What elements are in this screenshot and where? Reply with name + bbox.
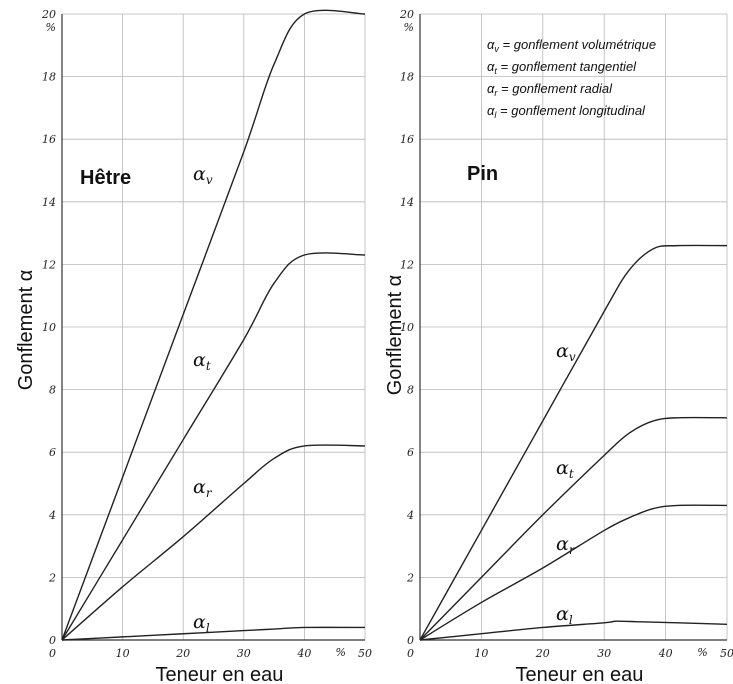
legend-entry-alpha-v: αv = gonflement volumétrique: [487, 37, 656, 54]
y-tick-label: 6: [49, 446, 56, 459]
legend: αv = gonflement volumétrique αt = gonflem…: [487, 37, 656, 120]
x-axis-label: Teneur en eau: [156, 664, 284, 684]
y-tick-label: 2: [406, 571, 414, 584]
series-label-alpha-r: αr: [193, 476, 213, 500]
series-line-alpha-l: [61, 626, 366, 641]
x-tick-label: 30: [597, 647, 611, 660]
y-tick-label: 4: [48, 509, 56, 522]
y-tick-label: 8: [407, 384, 414, 397]
series-line-alpha-t: [61, 252, 366, 641]
y-axis-label: Gonflement α: [15, 270, 37, 391]
y-unit-label: %: [404, 21, 414, 34]
chart-panel-hetre: 0 2 4 6 8 10 12 14 16 18 20% 0 10 20 30 40 50% αv αt αr αl Hê…: [15, 8, 372, 684]
y-tick-label: 2: [48, 571, 56, 584]
chart-panel-pin: 0 2 4 6 8 10 12 14 16 18 20% 0 10 20 30 40 50% αv αt αr αl Pi…: [384, 8, 733, 684]
x-axis-label: Teneur en eau: [516, 664, 644, 684]
y-tick-label: 12: [42, 258, 56, 271]
series-label-alpha-l: αl: [556, 603, 573, 627]
y-tick-label: 0: [407, 634, 414, 647]
series-label-alpha-v: αv: [193, 163, 213, 187]
y-tick-label: 20: [399, 8, 414, 21]
series-label-alpha-v: αv: [556, 340, 576, 364]
series-label-alpha-t: αt: [193, 349, 211, 373]
y-tick-label: 12: [400, 258, 414, 271]
x-unit-label: %: [697, 646, 707, 659]
x-tick-label: 40: [296, 647, 311, 660]
y-tick-label: 10: [400, 321, 414, 334]
series-label-alpha-l: αl: [193, 611, 210, 635]
legend-entry-alpha-t: αt = gonflement tangentiel: [487, 59, 637, 76]
series-line-alpha-v: [419, 244, 728, 641]
y-tick-label: 14: [42, 196, 56, 209]
x-tick-label: 40: [658, 647, 673, 660]
x-tick-label: 10: [474, 647, 488, 660]
y-tick-label: 4: [406, 509, 414, 522]
series-line-alpha-v: [61, 9, 366, 641]
y-tick-label: 10: [42, 321, 56, 334]
y-tick-label: 18: [400, 71, 414, 84]
x-tick-label: 20: [535, 647, 550, 660]
legend-entry-alpha-l: αl = gonflement longitudinal: [487, 103, 646, 120]
x-tick-label: 10: [116, 647, 130, 660]
y-tick-label: 16: [42, 133, 56, 146]
x-unit-label: %: [336, 646, 346, 659]
y-axis-label: Gonflement α: [384, 275, 406, 396]
x-tick-label: 50: [358, 647, 372, 660]
panel-title: Pin: [467, 163, 498, 185]
series-line-alpha-r: [419, 504, 728, 641]
y-unit-label: %: [46, 21, 56, 34]
x-tick-label: 30: [237, 647, 251, 660]
y-tick-label: 20: [41, 8, 56, 21]
legend-entry-alpha-r: αr = gonflement radial: [487, 81, 613, 98]
series-label-alpha-t: αt: [556, 457, 574, 481]
series-line-alpha-t: [419, 416, 728, 641]
y-tick-label: 16: [400, 133, 414, 146]
series-label-alpha-r: αr: [556, 533, 576, 557]
x-tick-label: 20: [175, 647, 190, 660]
y-tick-label: 14: [400, 196, 414, 209]
panel-title: Hêtre: [80, 167, 131, 189]
series-line-alpha-l: [419, 620, 728, 641]
series-line-alpha-r: [61, 444, 366, 641]
x-tick-label: 50: [720, 647, 733, 660]
y-tick-label: 6: [407, 446, 414, 459]
y-tick-label: 8: [49, 384, 56, 397]
x-tick-label: 0: [49, 647, 56, 660]
x-tick-label: 0: [407, 647, 414, 660]
y-tick-label: 18: [42, 71, 56, 84]
y-tick-label: 0: [49, 634, 56, 647]
